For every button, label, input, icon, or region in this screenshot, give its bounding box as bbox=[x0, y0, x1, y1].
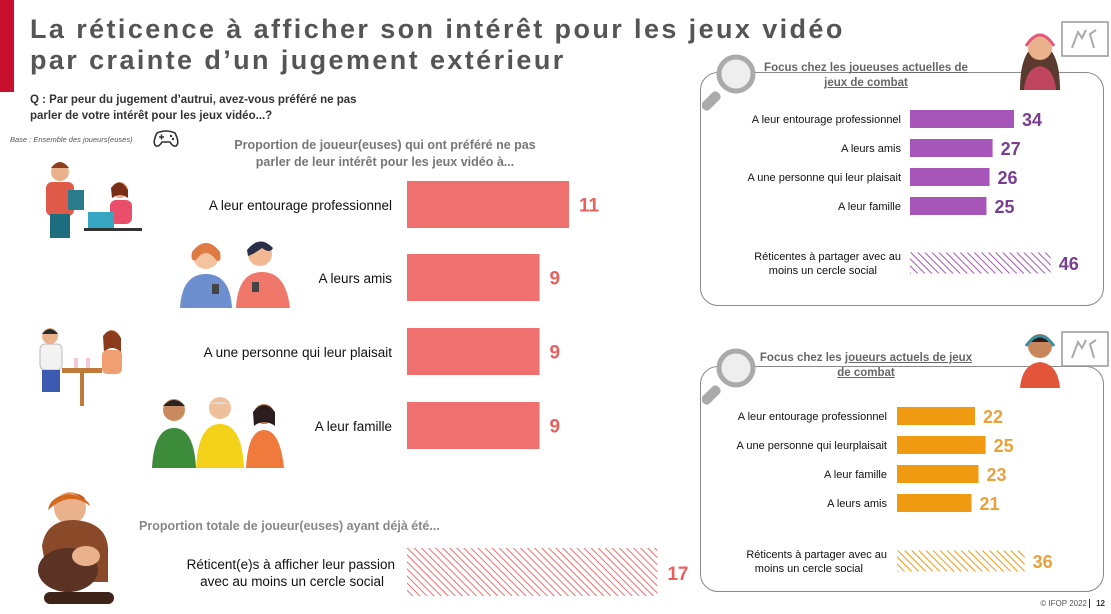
panel-men-heading: Focus chez les joueurs actuels de jeux d… bbox=[755, 351, 977, 381]
main-bar-value: 11 bbox=[579, 196, 600, 217]
main-bar-value: 9 bbox=[550, 417, 561, 438]
female-gamer-avatar-icon bbox=[1020, 21, 1109, 90]
main-bar-chart: A leur entourage professionnel 11 A leurs … bbox=[187, 181, 689, 596]
gamepad-icon bbox=[153, 130, 179, 147]
main-bar bbox=[407, 328, 540, 375]
question-text: Q : Par peur du jugement d’autrui, avez-… bbox=[30, 94, 357, 122]
total-bar bbox=[407, 548, 658, 596]
main-bar-label: A leur entourage professionnel bbox=[209, 198, 392, 213]
main-chart-title: Proportion de joueur(euses) qui ont préf… bbox=[234, 138, 536, 169]
page-title-line-2: par crainte d’un jugement extérieur bbox=[30, 45, 566, 75]
panel-women-heading: Focus chez les joueuses actuelles de jeu… bbox=[755, 61, 977, 91]
male-gamer-avatar-icon bbox=[1020, 331, 1109, 388]
panel-men-heading-emphasis: joueurs actuels de jeux de combat bbox=[837, 352, 973, 379]
footer-copyright: © IFOP 2022 bbox=[1040, 599, 1087, 608]
page-number: 12 bbox=[1089, 599, 1105, 608]
magnifier-icon bbox=[702, 348, 756, 405]
main-bar-value: 9 bbox=[550, 343, 561, 364]
total-title: Proportion totale de joueur(euses) ayant… bbox=[139, 519, 440, 533]
total-bar-label-line2: avec au moins un cercle social bbox=[200, 574, 384, 589]
base-note: Base : Ensemble des joueurs(euses) bbox=[10, 135, 133, 144]
main-bar-label: A leur famille bbox=[315, 419, 392, 434]
main-bar bbox=[407, 402, 540, 449]
dinner-couple-illustration bbox=[39, 328, 122, 406]
accent-bar bbox=[0, 0, 14, 92]
main-bar-value: 9 bbox=[550, 269, 561, 290]
main-bar bbox=[407, 181, 569, 228]
page-title: La réticence à afficher son intérêt pour… bbox=[30, 14, 845, 76]
total-bar-label-line1: Réticent(e)s à afficher leur passion bbox=[187, 557, 395, 572]
page-title-line-1: La réticence à afficher son intérêt pour… bbox=[30, 14, 845, 44]
magnifier-icon bbox=[702, 54, 756, 111]
main-bar-label: A une personne qui leur plaisait bbox=[204, 345, 393, 360]
main-bar bbox=[407, 254, 540, 301]
friends-illustration bbox=[180, 241, 290, 308]
sad-person-illustration bbox=[38, 492, 114, 604]
panel-women-heading-prefix: Focus chez les bbox=[764, 62, 850, 74]
panel-men-heading-prefix: Focus chez les bbox=[759, 352, 845, 364]
panel-women-heading-emphasis: joueuses actuelles de jeux de combat bbox=[824, 62, 968, 89]
office-people-illustration bbox=[46, 162, 142, 238]
total-bar-value: 17 bbox=[667, 564, 688, 585]
family-illustration bbox=[152, 397, 284, 468]
main-bar-label: A leurs amis bbox=[318, 271, 392, 286]
